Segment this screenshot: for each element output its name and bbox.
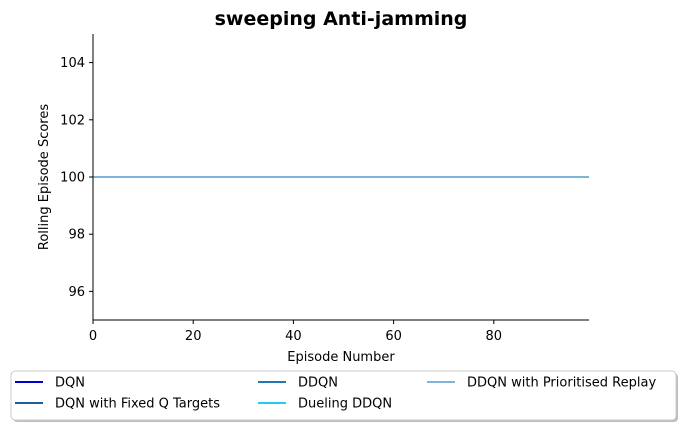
legend-items: DQN DQN with Fixed Q Targets DDQN Dueling D… bbox=[15, 376, 656, 412]
y-tick-label: 102 bbox=[60, 113, 85, 128]
x-axis-label: Episode Number bbox=[287, 350, 395, 365]
y-axis-label: Rolling Episode Scores bbox=[37, 104, 52, 250]
legend-label-3: Dueling DDQN bbox=[298, 397, 392, 412]
y-tick-label: 96 bbox=[68, 285, 85, 300]
x-tick-label: 80 bbox=[486, 329, 503, 344]
x-tick-label: 40 bbox=[285, 329, 302, 344]
legend-label-2: DDQN bbox=[298, 376, 338, 391]
legend-label-1: DQN with Fixed Q Targets bbox=[55, 397, 220, 412]
y-tick-label: 104 bbox=[60, 56, 85, 71]
y-tick-label: 98 bbox=[68, 228, 85, 243]
chart-title: sweeping Anti-jamming bbox=[215, 8, 468, 30]
y-tick-label: 100 bbox=[60, 171, 85, 186]
legend-box bbox=[10, 370, 677, 421]
x-tick-label: 0 bbox=[89, 329, 97, 344]
legend-label-0: DQN bbox=[55, 376, 85, 391]
y-ticks: 96 98 100 102 104 bbox=[60, 56, 93, 300]
x-tick-label: 60 bbox=[385, 329, 402, 344]
legend-label-4: DDQN with Prioritised Replay bbox=[467, 376, 656, 391]
x-tick-label: 20 bbox=[185, 329, 202, 344]
legend: DQN DQN with Fixed Q Targets DDQN Dueling D… bbox=[10, 370, 678, 422]
x-ticks: 0 20 40 60 80 bbox=[89, 320, 502, 344]
